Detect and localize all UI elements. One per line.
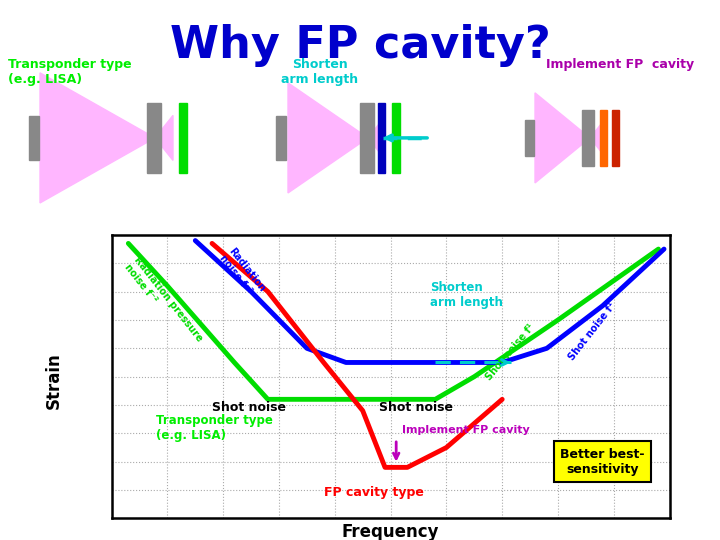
- Bar: [600, 110, 607, 166]
- Text: Shorten
arm length: Shorten arm length: [430, 281, 503, 309]
- Bar: [29, 116, 39, 160]
- Text: Better best-
sensitivity: Better best- sensitivity: [560, 448, 645, 476]
- Text: Transponder type
(e.g. LISA): Transponder type (e.g. LISA): [156, 414, 273, 442]
- Bar: [147, 103, 161, 173]
- Text: Shot noise f¹: Shot noise f¹: [483, 322, 536, 382]
- Text: Shot noise: Shot noise: [212, 401, 286, 414]
- Bar: [612, 110, 619, 166]
- Polygon shape: [40, 73, 155, 203]
- Text: FP cavity type: FP cavity type: [324, 485, 423, 499]
- Bar: [276, 116, 286, 160]
- Bar: [392, 103, 400, 173]
- Text: Implement FP  cavity: Implement FP cavity: [546, 58, 694, 71]
- Polygon shape: [368, 119, 383, 157]
- X-axis label: Frequency: Frequency: [342, 523, 439, 540]
- Polygon shape: [590, 123, 602, 153]
- Text: Implement FP cavity: Implement FP cavity: [402, 426, 529, 435]
- Text: Shot noise: Shot noise: [379, 401, 454, 414]
- Bar: [360, 103, 374, 173]
- Polygon shape: [535, 93, 590, 183]
- Polygon shape: [155, 116, 173, 160]
- Bar: [525, 120, 534, 156]
- Text: Strain: Strain: [45, 352, 63, 409]
- Text: Shot noise f¹: Shot noise f¹: [567, 301, 618, 362]
- Text: Why FP cavity?: Why FP cavity?: [170, 24, 550, 68]
- Bar: [378, 103, 385, 173]
- Text: Radiation
noise f⁻²: Radiation noise f⁻²: [217, 246, 267, 301]
- Text: Transponder type
(e.g. LISA): Transponder type (e.g. LISA): [8, 58, 132, 86]
- Bar: [179, 103, 187, 173]
- Bar: [582, 110, 594, 166]
- Text: Radiation pressure
noise f⁻²: Radiation pressure noise f⁻²: [122, 255, 204, 350]
- Text: Shorten
arm length: Shorten arm length: [282, 58, 359, 86]
- Polygon shape: [288, 83, 368, 193]
